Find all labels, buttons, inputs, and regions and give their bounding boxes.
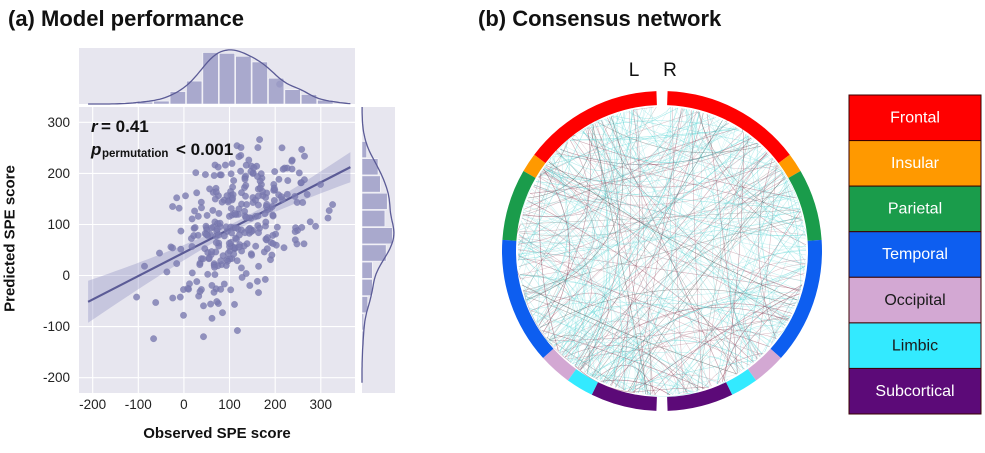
svg-text:R: R [663,60,677,81]
svg-text:L: L [629,60,640,81]
